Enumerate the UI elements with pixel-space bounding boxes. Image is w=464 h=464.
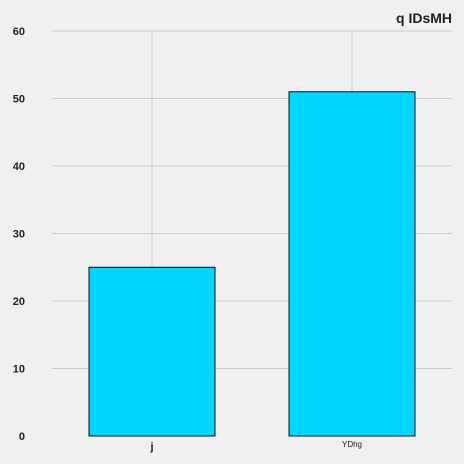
x-tick-label: j xyxy=(149,441,153,453)
x-tick-label: YDhg xyxy=(342,440,362,449)
bars xyxy=(88,91,416,437)
y-axis-ticks: 0 10 20 30 40 50 60 xyxy=(13,26,25,443)
x-axis-ticks: j YDhg xyxy=(149,440,362,453)
y-tick-label: 20 xyxy=(13,296,25,308)
y-tick-label: 0 xyxy=(19,431,25,443)
y-tick-label: 50 xyxy=(13,94,25,106)
y-tick-label: 60 xyxy=(13,26,25,38)
bar-j xyxy=(88,266,216,437)
chart-title: q IDsMH xyxy=(396,10,452,26)
y-tick-label: 10 xyxy=(13,364,25,376)
y-tick-label: 30 xyxy=(13,229,25,241)
y-tick-label: 40 xyxy=(13,161,25,173)
bar-YDhg xyxy=(288,91,416,437)
